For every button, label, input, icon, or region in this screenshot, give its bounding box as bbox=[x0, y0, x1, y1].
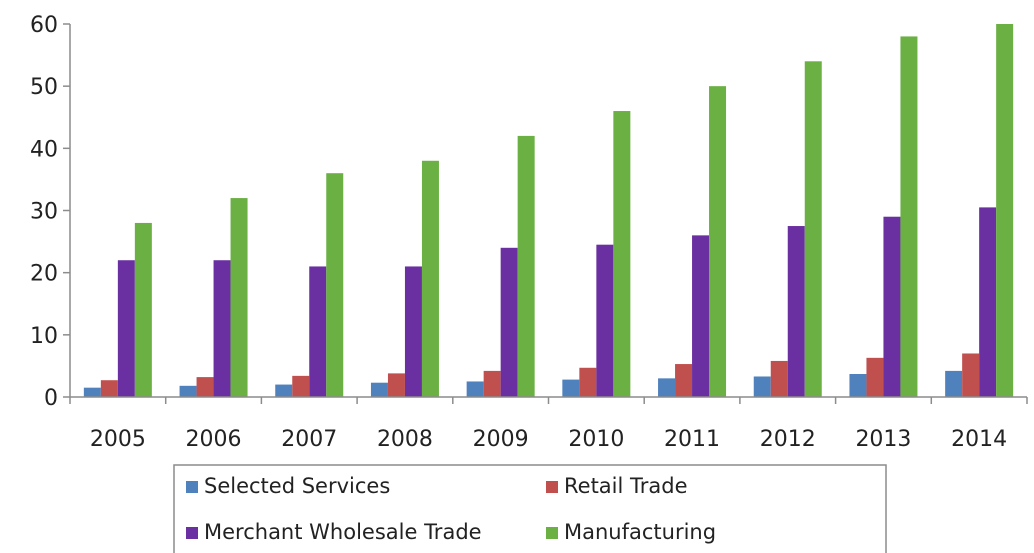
bar-merchant-wholesale-trade-2006 bbox=[213, 260, 231, 397]
bar-selected-services-2013 bbox=[849, 373, 867, 397]
legend-swatch bbox=[546, 527, 558, 539]
bar-manufacturing-2014 bbox=[996, 24, 1014, 397]
bar-merchant-wholesale-trade-2013 bbox=[883, 216, 901, 397]
y-tick-label: 20 bbox=[30, 262, 58, 287]
legend-swatch bbox=[546, 481, 558, 493]
bar-manufacturing-2006 bbox=[230, 198, 248, 397]
bar-merchant-wholesale-trade-2009 bbox=[500, 247, 518, 397]
legend-label: Selected Services bbox=[204, 474, 390, 498]
bar-selected-services-2010 bbox=[562, 379, 580, 397]
bar-manufacturing-2011 bbox=[709, 86, 727, 398]
bar-selected-services-2014 bbox=[945, 370, 963, 397]
y-tick-label: 30 bbox=[30, 200, 58, 225]
x-tick-label: 2014 bbox=[951, 427, 1007, 452]
x-tick-label: 2007 bbox=[281, 427, 337, 452]
bar-manufacturing-2013 bbox=[900, 36, 918, 397]
x-tick-label: 2006 bbox=[186, 427, 242, 452]
legend: Selected Services Retail Trade Merchant Wh… bbox=[173, 464, 887, 553]
x-tick-label: 2005 bbox=[90, 427, 146, 452]
bar-merchant-wholesale-trade-2005 bbox=[117, 260, 135, 397]
bar-retail-trade-2007 bbox=[292, 375, 310, 397]
bar-retail-trade-2013 bbox=[866, 357, 884, 397]
bar-manufacturing-2009 bbox=[517, 135, 535, 397]
bar-merchant-wholesale-trade-2012 bbox=[787, 226, 805, 397]
bar-merchant-wholesale-trade-2010 bbox=[596, 244, 614, 397]
bar-manufacturing-2008 bbox=[421, 160, 439, 397]
x-tick-label: 2013 bbox=[855, 427, 911, 452]
legend-label: Merchant Wholesale Trade bbox=[204, 520, 482, 544]
y-tick-label: 60 bbox=[30, 13, 58, 38]
legend-swatch bbox=[186, 527, 198, 539]
bar-selected-services-2008 bbox=[370, 382, 388, 397]
y-tick-label: 40 bbox=[30, 137, 58, 162]
bar-retail-trade-2011 bbox=[675, 364, 693, 397]
bar-selected-services-2012 bbox=[753, 376, 771, 397]
y-tick-label: 10 bbox=[30, 324, 58, 349]
bar-merchant-wholesale-trade-2007 bbox=[309, 266, 327, 397]
bar-retail-trade-2010 bbox=[579, 367, 597, 397]
bar-selected-services-2009 bbox=[466, 381, 484, 397]
x-tick-label: 2010 bbox=[568, 427, 624, 452]
legend-label: Retail Trade bbox=[564, 474, 688, 498]
bar-merchant-wholesale-trade-2014 bbox=[979, 207, 997, 397]
bar-selected-services-2011 bbox=[658, 378, 676, 397]
bar-retail-trade-2006 bbox=[196, 377, 214, 397]
x-tick-label: 2011 bbox=[664, 427, 720, 452]
x-tick-label: 2012 bbox=[760, 427, 816, 452]
bar-manufacturing-2010 bbox=[613, 111, 631, 398]
x-tick-label: 2009 bbox=[473, 427, 529, 452]
bar-retail-trade-2005 bbox=[100, 380, 118, 397]
bar-manufacturing-2012 bbox=[804, 61, 822, 398]
bars-group bbox=[83, 24, 1014, 398]
bar-selected-services-2006 bbox=[179, 385, 197, 397]
bar-manufacturing-2007 bbox=[326, 173, 344, 397]
bar-retail-trade-2012 bbox=[770, 360, 788, 397]
x-axis: 2005 2006 2007 2008 2009 2010 2011 2012 2013 2014 bbox=[69, 396, 1028, 452]
x-tick-label: 2008 bbox=[377, 427, 433, 452]
legend-label: Manufacturing bbox=[564, 520, 716, 544]
y-tick-label: 50 bbox=[30, 75, 58, 100]
bar-manufacturing-2005 bbox=[134, 222, 152, 397]
bar-merchant-wholesale-trade-2008 bbox=[404, 266, 422, 397]
bar-selected-services-2005 bbox=[83, 387, 101, 397]
y-tick-label: 0 bbox=[44, 386, 58, 411]
bar-retail-trade-2008 bbox=[387, 373, 405, 397]
y-axis: 0 10 20 30 40 50 60 bbox=[30, 13, 71, 411]
bar-retail-trade-2009 bbox=[483, 370, 501, 397]
legend-box bbox=[173, 464, 887, 553]
bar-merchant-wholesale-trade-2011 bbox=[692, 235, 710, 397]
legend-swatch bbox=[186, 481, 198, 493]
bar-selected-services-2007 bbox=[275, 384, 293, 397]
bar-retail-trade-2014 bbox=[962, 353, 980, 397]
